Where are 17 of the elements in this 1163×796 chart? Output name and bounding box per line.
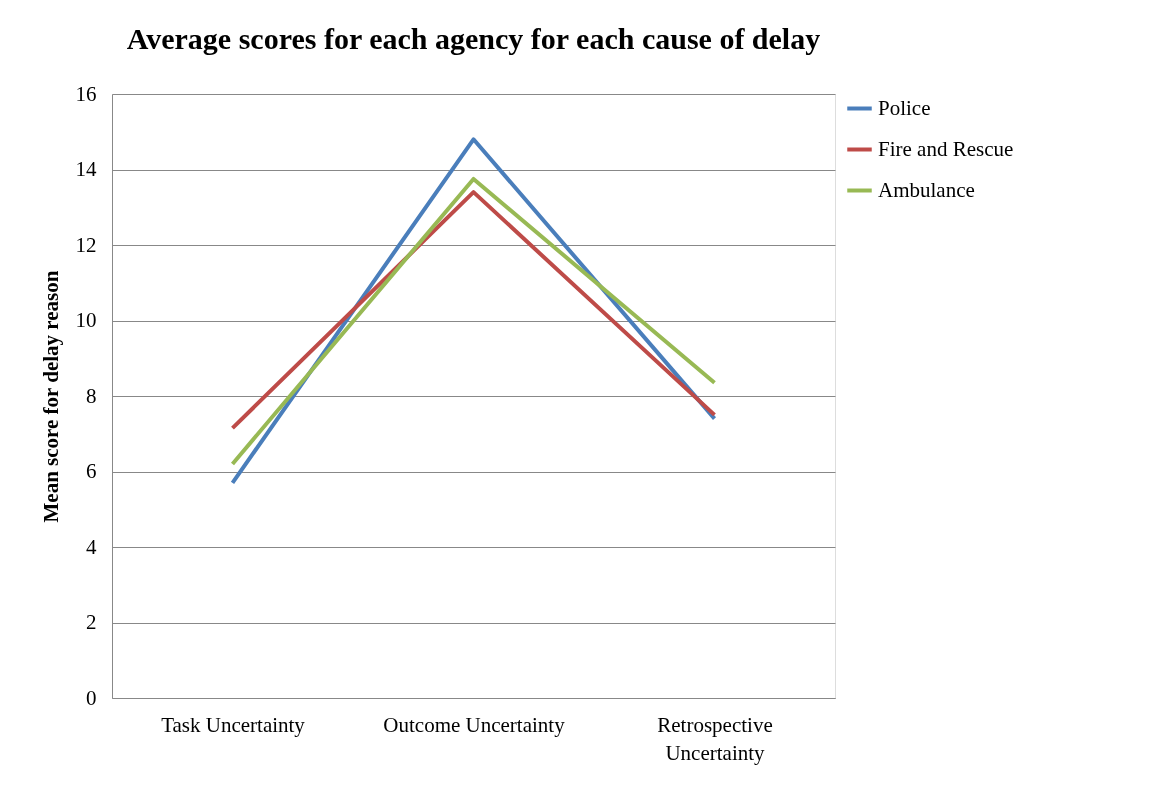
y-tick-label: 6	[86, 459, 97, 483]
x-tick-label: Task Uncertainty	[161, 712, 306, 737]
y-tick-label: 8	[86, 383, 97, 408]
legend-label: Police	[878, 95, 931, 120]
legend-label: Ambulance	[878, 177, 975, 202]
y-tick-label: 4	[86, 534, 97, 559]
y-tick-label: 2	[86, 610, 97, 634]
x-tick-label: Outcome Uncertainty	[383, 712, 566, 737]
legend-label: Fire and Rescue	[878, 136, 1014, 161]
x-tick-label: Retrospective Uncertainty	[657, 712, 773, 765]
chart-title: Average scores for each agency for each cause of delay	[126, 22, 821, 55]
y-tick-label: 12	[75, 232, 97, 257]
y-tick-label: 10	[75, 308, 97, 332]
y-tick-label: 14	[75, 157, 97, 181]
y-axis-title: Mean score for delay reason	[38, 270, 63, 523]
y-tick-label: 0	[86, 685, 97, 710]
y-tick-label: 16	[75, 81, 97, 106]
